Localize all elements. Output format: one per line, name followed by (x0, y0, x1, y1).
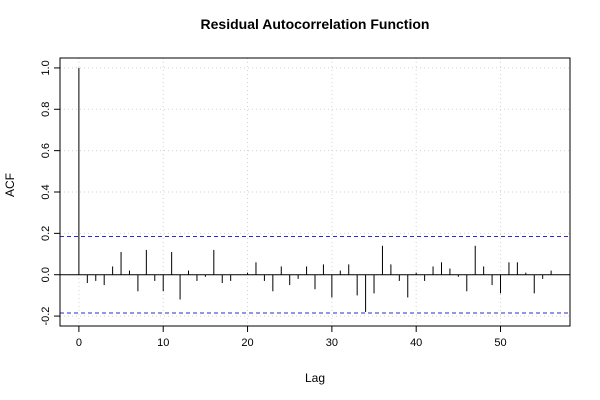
y-axis-label: ACF (3, 173, 17, 197)
x-tick-label: 50 (494, 337, 506, 349)
y-tick-label: -0.2 (40, 307, 52, 326)
y-tick-label: 0.6 (40, 143, 52, 158)
y-tick-label: 0.0 (40, 267, 52, 282)
y-tick-label: 0.2 (40, 226, 52, 241)
plot-area: 0 10 20 30 40 50 -0.2 0.0 0.2 0.4 0.6 0.8 1.0 (40, 57, 571, 349)
chart-title: Residual Autocorrelation Function (201, 16, 430, 32)
y-tick-label: 1.0 (40, 60, 52, 75)
y-tick-label: 0.4 (40, 184, 52, 199)
x-tick-label: 10 (157, 337, 169, 349)
y-tick-label: 0.8 (40, 102, 52, 117)
x-tick-label: 0 (76, 337, 82, 349)
x-tick-label: 30 (326, 337, 338, 349)
x-tick-label: 40 (410, 337, 422, 349)
x-tick-label: 20 (241, 337, 253, 349)
x-axis-label: Lag (305, 371, 325, 385)
